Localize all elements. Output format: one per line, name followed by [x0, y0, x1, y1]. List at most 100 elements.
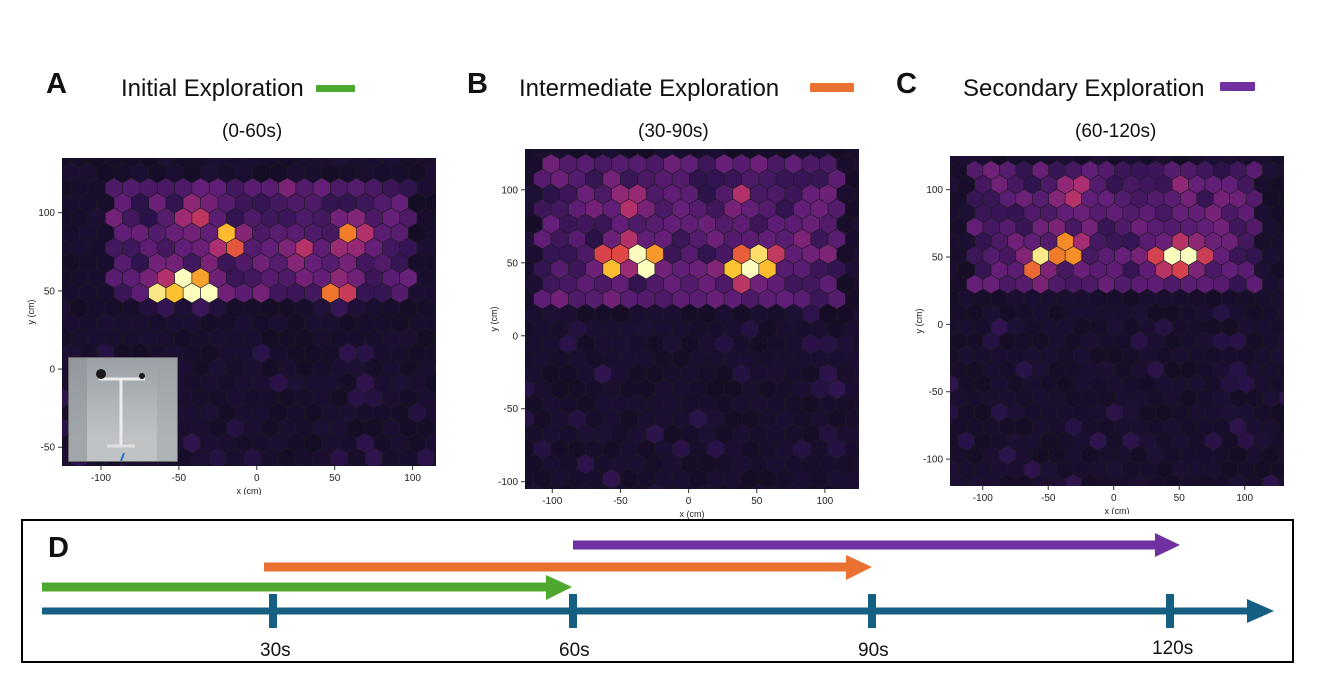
hex-cell — [168, 462, 181, 466]
hex-cell — [1097, 473, 1115, 486]
hex-cell — [1064, 473, 1082, 486]
y-tick-label: -50 — [504, 404, 519, 415]
x-axis-label: x (cm) — [237, 486, 262, 495]
hex-cell — [576, 483, 595, 489]
x-tick-label: 100 — [817, 496, 834, 507]
hex-cell — [341, 462, 354, 466]
y-tick-label: -100 — [923, 455, 943, 466]
hex-cell — [732, 483, 751, 489]
hex-cell — [525, 483, 543, 489]
hex-cell — [376, 462, 389, 466]
heatmap-secondary-exploration: -100 -50 0 50 100 -100 -50 0 50 100 x (cm) y (cm) — [914, 156, 1284, 514]
hex-cell — [1196, 473, 1214, 486]
hex-cell — [307, 462, 319, 466]
y-axis-label: y (cm) — [489, 307, 499, 332]
hex-cell — [82, 462, 94, 466]
panel-b-title: Intermediate Exploration — [519, 75, 780, 102]
tick-60s — [569, 594, 577, 628]
heatmap-initial-exploration: -100 -50 0 50 100 -50 0 50 100 x (cm) y (cm) — [26, 158, 436, 495]
hex-cell — [966, 473, 984, 486]
hex-cell — [715, 483, 734, 489]
x-axis-label: x (cm) — [680, 509, 705, 519]
x-tick-label: -50 — [172, 473, 187, 484]
hex-cell — [1032, 473, 1049, 486]
arena-stand-drawing — [69, 358, 177, 461]
x-axis-label: x (cm) — [1105, 506, 1130, 514]
y-tick-label: 100 — [38, 208, 55, 219]
x-tick-label: 0 — [254, 473, 260, 484]
x-tick-label: -100 — [91, 473, 111, 484]
panel-a-color-bar — [316, 85, 355, 92]
hex-cell — [255, 462, 267, 466]
hex-cell — [411, 462, 423, 466]
x-tick-label: -50 — [613, 496, 628, 507]
panel-d-letter: D — [48, 532, 69, 564]
hex-cell — [1081, 473, 1099, 486]
y-tick-label: 0 — [49, 365, 55, 376]
hex-cell — [116, 462, 129, 466]
hex-cell — [220, 462, 233, 466]
panel-b-letter: B — [467, 68, 488, 100]
intermediate-window-arrow — [264, 555, 872, 580]
hex-cell — [1212, 473, 1231, 486]
hex-cell — [697, 483, 716, 489]
hex-cell — [784, 483, 803, 489]
timeline-panel — [21, 519, 1294, 663]
hex-cell — [1262, 473, 1280, 486]
arena-photo-inset — [68, 357, 178, 462]
x-tick-label: -100 — [542, 496, 562, 507]
hex-cell — [272, 462, 285, 466]
initial-window-arrow — [42, 575, 572, 600]
tick-label-90s: 90s — [858, 640, 889, 661]
x-tick-label: 0 — [686, 496, 692, 507]
y-tick-label: 50 — [44, 286, 56, 297]
hex-cell — [749, 483, 768, 489]
hex-cell — [1163, 473, 1181, 486]
hex-cell — [559, 483, 578, 489]
hex-cell — [594, 483, 612, 489]
hex-cell — [99, 462, 112, 466]
hex-cell — [1048, 473, 1066, 486]
y-axis-label: y (cm) — [914, 309, 924, 334]
hex-cell — [628, 483, 647, 489]
hex-cell — [134, 462, 146, 466]
panel-b-subtitle: (30-90s) — [638, 121, 709, 142]
x-tick-label: 0 — [1111, 493, 1117, 504]
y-tick-label: 0 — [512, 331, 518, 342]
y-axis-label: y (cm) — [26, 300, 36, 325]
hex-cell — [645, 483, 664, 489]
hex-cell — [663, 483, 682, 489]
hex-cell — [801, 483, 820, 489]
y-tick-label: 0 — [937, 320, 943, 331]
hex-cell — [950, 473, 967, 486]
panel-c-title: Secondary Exploration — [963, 75, 1205, 102]
x-tick-label: -50 — [1041, 493, 1056, 504]
x-tick-label: 100 — [404, 473, 421, 484]
hex-cell — [999, 473, 1017, 486]
hex-cell — [1147, 473, 1165, 486]
x-tick-label: 50 — [751, 496, 763, 507]
heatmap-intermediate-exploration: -100 -50 0 50 100 -100 -50 0 50 100 x (cm) y (cm) — [489, 149, 859, 519]
hex-cell — [238, 462, 250, 466]
hex-cell — [680, 483, 699, 489]
hex-cell — [853, 485, 859, 489]
tick-label-60s: 60s — [559, 640, 590, 661]
time-axis-arrow — [42, 594, 1274, 628]
hex-cell — [1245, 473, 1263, 486]
hex-cell — [836, 483, 855, 489]
hex-cell — [1229, 473, 1247, 486]
panel-c-subtitle: (60-120s) — [1075, 121, 1157, 142]
hex-cell — [1114, 473, 1132, 486]
hex-cell — [64, 462, 77, 466]
hex-cell — [393, 462, 406, 466]
y-tick-label: 100 — [501, 185, 518, 196]
hex-cell — [324, 462, 337, 466]
hex-cell — [186, 462, 198, 466]
y-tick-label: -100 — [498, 477, 518, 488]
hex-cell — [1130, 473, 1148, 486]
hex-cell — [819, 483, 838, 489]
panel-a-title: Initial Exploration — [121, 75, 304, 102]
panel-c-color-bar — [1220, 82, 1255, 91]
y-tick-label: 100 — [926, 185, 943, 196]
